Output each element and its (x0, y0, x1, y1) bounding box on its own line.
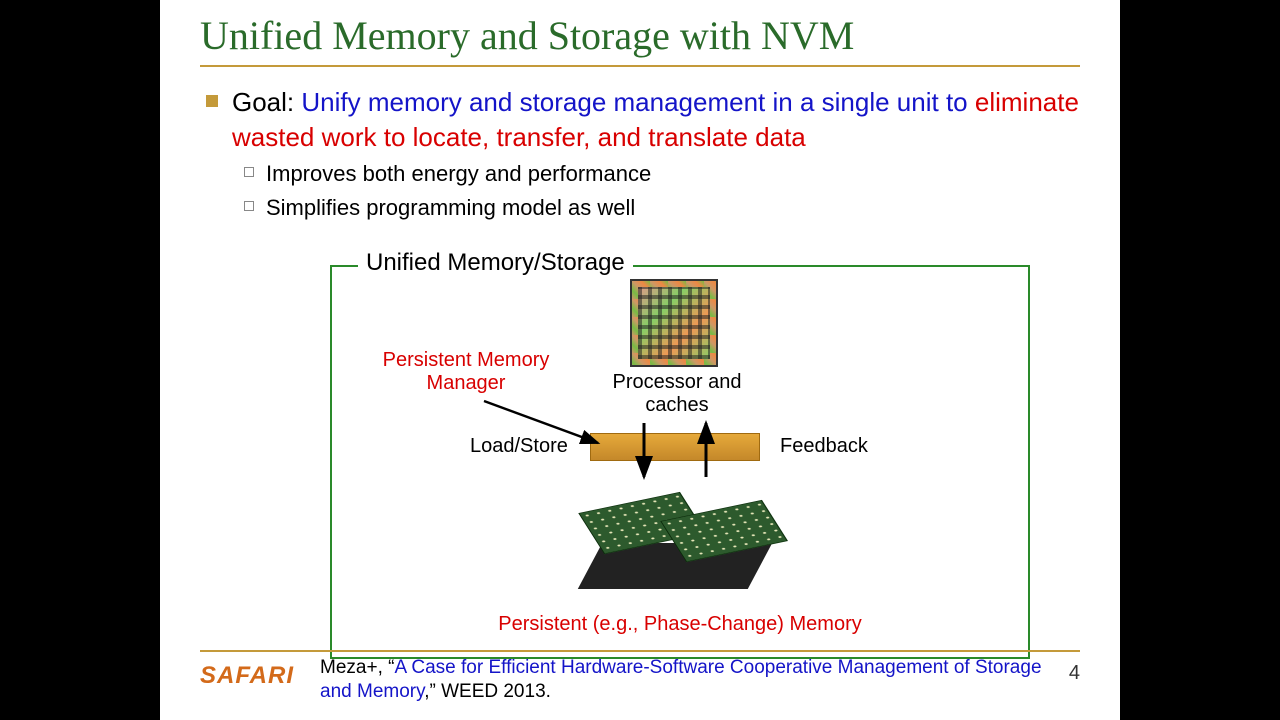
goal-label: Goal: (232, 87, 294, 117)
bullet-sub-b: Simplifies programming model as well (200, 193, 1080, 223)
sub-b-text: Simplifies programming model as well (266, 193, 635, 223)
slide-title: Unified Memory and Storage with NVM (200, 12, 1080, 59)
subbullet-icon (244, 167, 254, 177)
processor-chip-art (630, 279, 718, 367)
citation: Meza+, “A Case for Efficient Hardware-So… (320, 656, 1055, 704)
footer: SAFARI Meza+, “A Case for Efficient Hard… (200, 650, 1080, 716)
bullet-icon (206, 95, 218, 107)
pcm-label: Persistent (e.g., Phase-Change) Memory (330, 613, 1030, 636)
manager-bar (590, 433, 760, 461)
pcm-art (574, 479, 784, 609)
sub-a-text: Improves both energy and performance (266, 159, 651, 189)
page-number: 4 (1069, 662, 1080, 685)
title-rule (200, 65, 1080, 67)
load-store-label: Load/Store (470, 435, 568, 458)
slide: Unified Memory and Storage with NVM Goal… (160, 0, 1120, 720)
bullet-sub-a: Improves both energy and performance (200, 159, 1080, 189)
processor-label: Processor and caches (612, 371, 742, 417)
pmm-label: Persistent Memory Manager (366, 349, 566, 395)
feedback-label: Feedback (780, 435, 868, 458)
bullet-goal: Goal: Unify memory and storage managemen… (200, 85, 1080, 155)
diagram: Unified Memory/Storage Processor and cac… (330, 253, 1030, 659)
cite-pre: Meza+, “ (320, 657, 394, 678)
cite-post: ,” WEED 2013. (424, 681, 551, 702)
subbullet-icon (244, 201, 254, 211)
diagram-legend: Unified Memory/Storage (358, 249, 633, 277)
goal-text: Goal: Unify memory and storage managemen… (232, 85, 1080, 155)
goal-blue: Unify memory and storage management in a… (301, 87, 967, 117)
safari-logo: SAFARI (200, 662, 294, 690)
